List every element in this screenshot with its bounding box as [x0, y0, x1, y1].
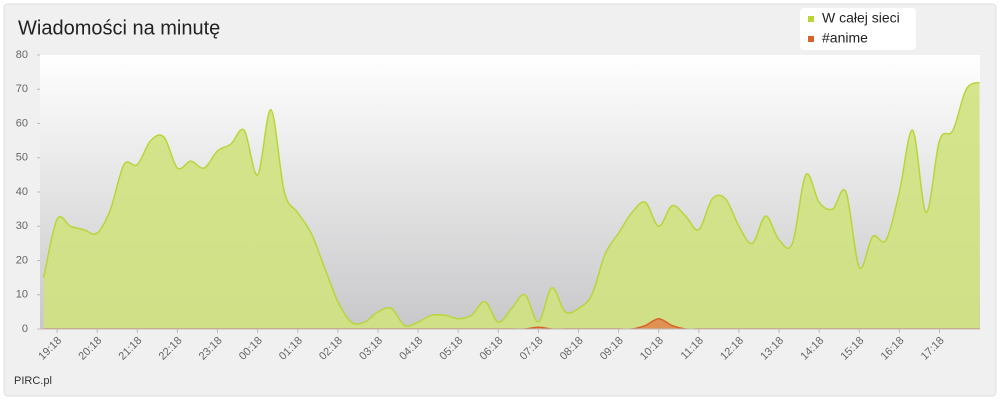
legend-swatch: [808, 36, 814, 42]
legend: [800, 8, 916, 50]
y-tick-label: 80: [16, 49, 28, 61]
credit: PIRC.pl: [14, 375, 52, 387]
legend-swatch: [808, 16, 814, 22]
y-tick-label: 20: [16, 254, 28, 266]
y-tick-label: 0: [22, 323, 28, 335]
area-line: [42, 81, 980, 327]
y-tick-label: 10: [16, 289, 28, 301]
y-tick-label: 40: [16, 186, 28, 198]
legend-label: #anime: [822, 30, 868, 46]
y-tick-label: 50: [16, 152, 28, 164]
area-fill: [43, 82, 980, 329]
y-tick-label: 70: [16, 83, 28, 95]
chart-title: Wiadomości na minutę: [18, 17, 220, 39]
y-tick-label: 60: [16, 117, 28, 129]
legend-label: W całej sieci: [822, 10, 900, 26]
y-tick-label: 30: [16, 220, 28, 232]
